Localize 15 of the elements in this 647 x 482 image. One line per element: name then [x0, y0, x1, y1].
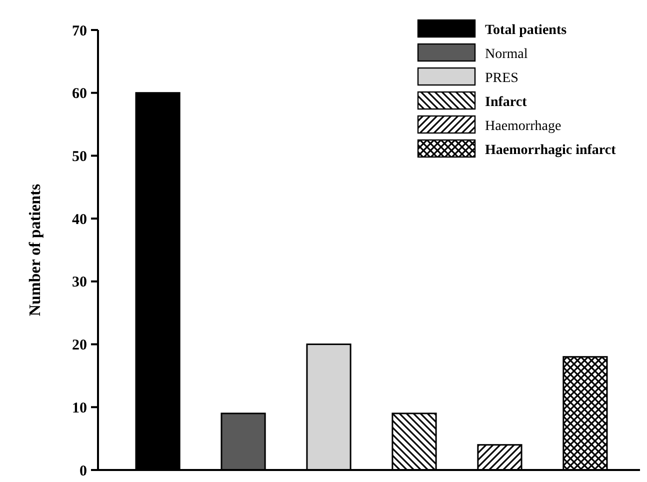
y-tick-label: 30: [72, 274, 87, 291]
y-tick-label: 50: [72, 148, 87, 165]
legend-label: PRES: [485, 70, 518, 86]
y-tick-label: 70: [72, 23, 87, 40]
y-tick-label: 40: [72, 212, 87, 228]
legend-label: Infarct: [485, 94, 528, 110]
legend-label: Normal: [485, 46, 528, 62]
y-tick-label: 0: [80, 463, 87, 480]
y-tick-label: 10: [72, 400, 87, 416]
y-axis-title: Number of patients: [27, 184, 44, 316]
legend-label: Haemorrhagic infarct: [485, 142, 616, 158]
legend-label: Haemorrhage: [485, 118, 562, 134]
y-tick-label: 20: [72, 338, 87, 354]
legend-label: Total patients: [485, 22, 568, 38]
y-tick-label: 60: [72, 86, 87, 102]
